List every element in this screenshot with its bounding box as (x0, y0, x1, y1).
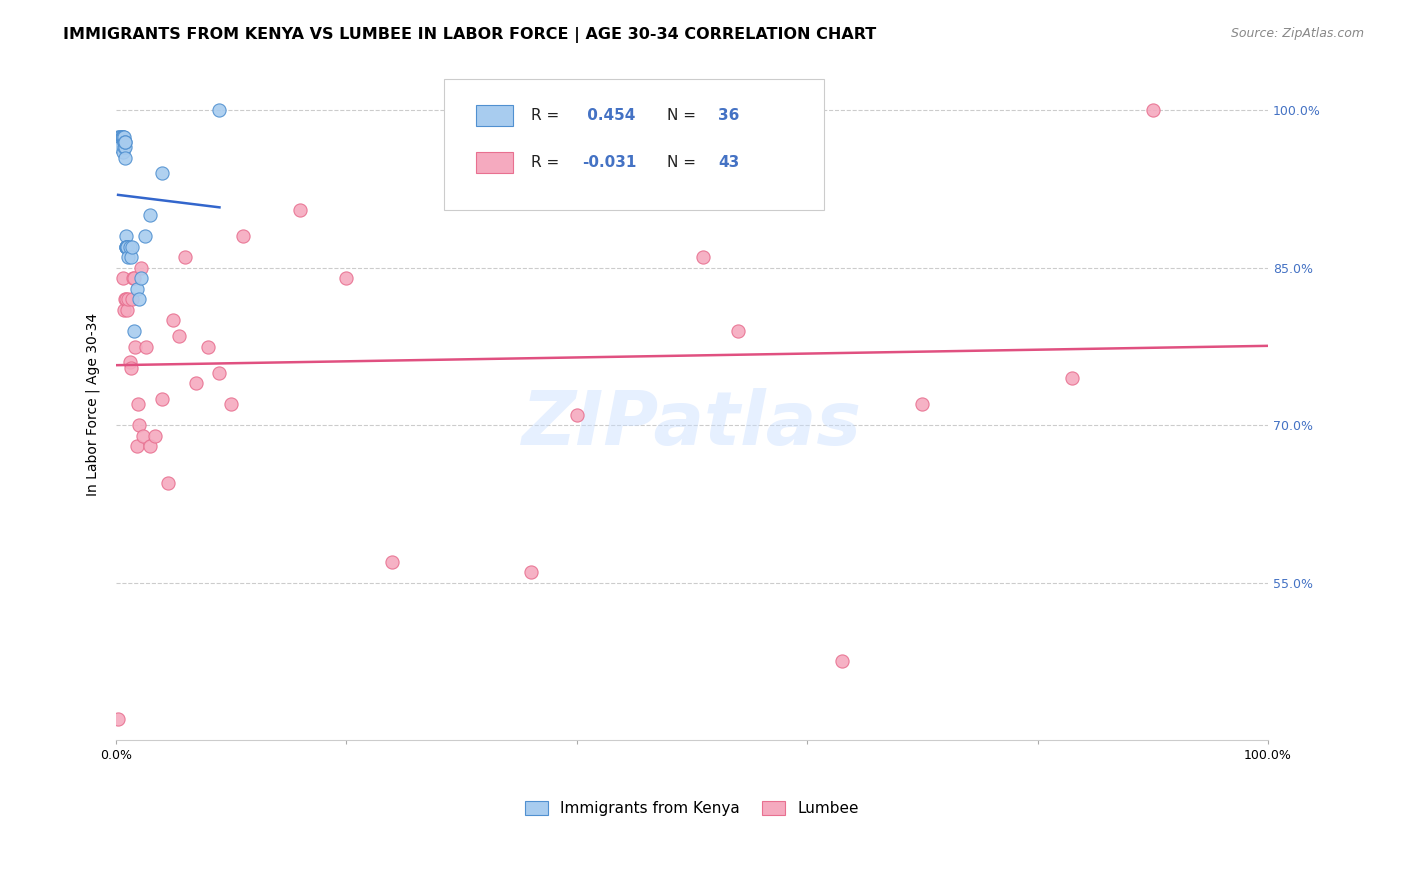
Point (727, 324, 749, 338)
Text: IMMIGRANTS FROM KENYA VS LUMBEE IN LABOR FORCE | AGE 30-34 CORRELATION CHART: IMMIGRANTS FROM KENYA VS LUMBEE IN LABOR… (63, 27, 876, 43)
Point (122, 271, 145, 285)
Point (565, 408, 588, 422)
Point (115, 293, 138, 307)
Point (117, 240, 139, 254)
Point (231, 229, 253, 244)
Point (114, 135, 136, 149)
Point (132, 429, 155, 443)
FancyBboxPatch shape (444, 78, 824, 210)
Point (115, 240, 138, 254)
Text: 43: 43 (718, 155, 740, 170)
Text: 36: 36 (718, 108, 740, 123)
Text: N =: N = (666, 155, 700, 170)
Text: ZIPatlas: ZIPatlas (522, 388, 862, 461)
Point (122, 324, 145, 338)
Point (117, 293, 139, 307)
Point (114, 293, 136, 307)
Point (112, 129, 135, 144)
Point (120, 251, 142, 265)
Text: Source: ZipAtlas.com: Source: ZipAtlas.com (1230, 27, 1364, 40)
Point (117, 302, 139, 317)
Point (911, 397, 934, 411)
Point (124, 340, 146, 354)
Point (117, 240, 139, 254)
Point (112, 302, 135, 317)
Point (634, 187, 657, 202)
Text: R =: R = (530, 108, 564, 123)
Point (111, 271, 134, 285)
Point (125, 439, 148, 453)
Bar (477, 152, 513, 173)
Point (150, 166, 173, 180)
Point (139, 439, 162, 453)
Point (129, 260, 152, 275)
Point (197, 340, 219, 354)
Point (122, 271, 145, 285)
Point (115, 229, 138, 244)
Point (288, 203, 311, 218)
Point (108, 129, 131, 144)
Point (208, 366, 231, 380)
Point (335, 271, 357, 285)
Point (162, 313, 184, 327)
Point (1062, 371, 1084, 385)
Point (114, 135, 136, 149)
Point (1142, 103, 1164, 118)
Point (381, 555, 404, 569)
Text: 0.454: 0.454 (582, 108, 636, 123)
Point (114, 151, 136, 165)
Point (156, 475, 179, 490)
Bar (477, 104, 513, 127)
Point (128, 418, 150, 433)
Point (110, 129, 132, 144)
Point (208, 103, 231, 118)
Point (118, 355, 141, 369)
Point (110, 140, 132, 154)
Point (110, 129, 132, 144)
Point (167, 329, 190, 343)
Point (112, 140, 135, 154)
Point (120, 360, 142, 375)
Point (143, 429, 166, 443)
Point (115, 240, 138, 254)
Text: N =: N = (666, 108, 700, 123)
Point (111, 145, 134, 160)
Point (117, 251, 139, 265)
Point (111, 129, 134, 144)
Point (117, 240, 139, 254)
Point (135, 340, 157, 354)
Point (111, 129, 134, 144)
Point (107, 129, 129, 144)
Point (114, 140, 136, 154)
Point (107, 712, 129, 726)
Point (118, 240, 141, 254)
Point (125, 282, 148, 296)
Point (139, 208, 162, 222)
Point (128, 293, 150, 307)
Point (692, 251, 714, 265)
Point (219, 397, 242, 411)
Point (134, 229, 156, 244)
Y-axis label: In Labor Force | Age 30-34: In Labor Force | Age 30-34 (86, 313, 100, 496)
Point (150, 392, 173, 406)
Point (186, 376, 208, 391)
Point (110, 129, 132, 144)
Point (127, 397, 149, 411)
Point (112, 135, 135, 149)
Legend: Immigrants from Kenya, Lumbee: Immigrants from Kenya, Lumbee (519, 795, 865, 822)
Text: -0.031: -0.031 (582, 155, 637, 170)
Point (129, 271, 152, 285)
Point (115, 240, 138, 254)
Point (831, 654, 853, 668)
Point (174, 251, 197, 265)
Point (121, 293, 143, 307)
Point (519, 565, 541, 579)
Point (121, 240, 143, 254)
Text: R =: R = (530, 155, 564, 170)
Point (112, 135, 135, 149)
